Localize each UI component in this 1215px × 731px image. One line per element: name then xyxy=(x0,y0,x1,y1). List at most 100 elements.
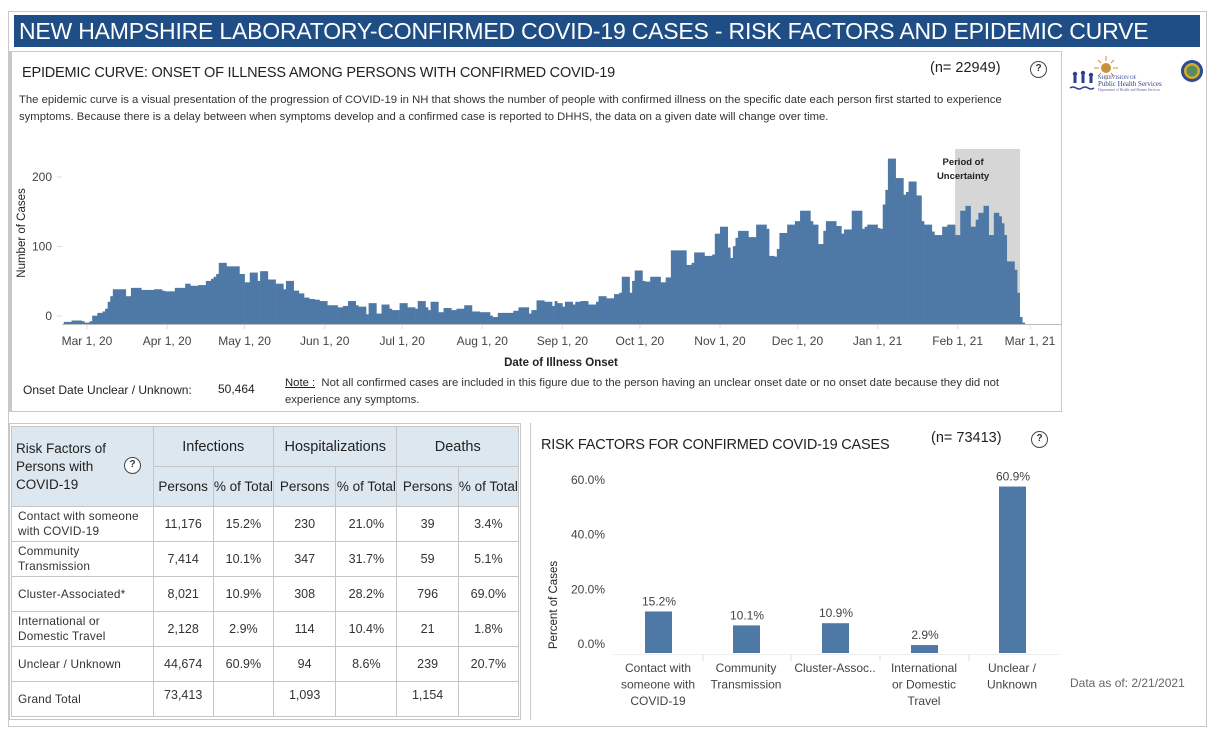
epi-bar xyxy=(554,301,558,324)
row-label: International or Domestic Travel xyxy=(11,611,154,647)
epi-bar xyxy=(110,296,114,324)
epi-bar xyxy=(632,280,636,324)
sub-header: % of Total xyxy=(457,466,520,507)
row-label: Grand Total xyxy=(11,681,154,717)
epi-bar xyxy=(89,321,93,324)
risk-bar xyxy=(999,486,1026,653)
sub-header: % of Total xyxy=(335,466,398,507)
sun-icon xyxy=(1094,56,1118,80)
epi-bar xyxy=(218,262,227,324)
risk-bar-label: 10.1% xyxy=(730,608,764,622)
table-cell: 230 xyxy=(273,506,337,542)
epi-bar xyxy=(691,262,695,324)
epi-bar xyxy=(712,254,716,324)
dashboard-title: NEW HAMPSHIRE LABORATORY-CONFIRMED COVID… xyxy=(14,15,1200,47)
epi-bar xyxy=(389,308,393,324)
epi-bar xyxy=(358,306,367,325)
epi-bar xyxy=(518,307,530,324)
epi-bar xyxy=(1017,292,1020,324)
table-cell: 1,154 xyxy=(396,681,459,717)
table-row: International or Domestic Travel 2,128 2.9… xyxy=(11,611,520,647)
epi-bar xyxy=(216,273,220,324)
nh-dhhs-logo: NH DIVISION OF Public Health Services De… xyxy=(1068,55,1206,103)
epi-bar xyxy=(732,246,736,324)
grand-total-row: Grand Total 73,413 1,093 1,154 xyxy=(11,681,520,717)
epi-bar xyxy=(244,282,251,324)
row-label: Contact with someone with COVID-19 xyxy=(11,506,154,542)
epi-bar xyxy=(580,301,589,324)
epi-bar xyxy=(598,296,607,324)
epi-bar xyxy=(125,296,132,324)
epi-bar xyxy=(471,311,480,324)
risk-bar-label: 2.9% xyxy=(911,628,939,642)
epi-bar xyxy=(347,301,356,324)
epi-bar xyxy=(931,231,935,324)
logo-line3: Department of Health and Human Services xyxy=(1098,88,1161,92)
table-cell: 239 xyxy=(396,646,459,682)
epi-bar xyxy=(823,230,827,324)
epidemic-curve-title: EPIDEMIC CURVE: ONSET OF ILLNESS AMONG P… xyxy=(22,65,615,81)
epi-bar xyxy=(621,276,630,324)
epi-bar xyxy=(908,181,917,324)
table-cell: 69.0% xyxy=(457,576,520,612)
table-cell: 94 xyxy=(273,646,337,682)
epi-bar xyxy=(198,285,207,324)
table-cell: 308 xyxy=(273,576,337,612)
epi-y-tick-label: 100 xyxy=(32,240,52,254)
epi-bar xyxy=(810,221,814,324)
epi-bar xyxy=(800,210,811,324)
epi-bar xyxy=(779,232,788,324)
table-cell: 1.8% xyxy=(457,611,520,647)
epi-x-axis-title: Date of Illness Onset xyxy=(504,357,618,369)
epi-bar xyxy=(867,224,878,324)
risk-bar xyxy=(822,623,849,653)
epi-bar xyxy=(105,308,108,324)
epi-bar xyxy=(304,297,310,324)
sub-header: Persons xyxy=(273,466,337,507)
risk-x-tick-label: International or Domestic Travel xyxy=(891,661,957,708)
risk-x-tick-label: Unclear / Unknown xyxy=(987,661,1037,692)
epi-bar xyxy=(1006,261,1015,324)
risk-help-icon[interactable]: ? xyxy=(1031,431,1048,448)
table-cell: 21 xyxy=(396,611,459,647)
epi-bar xyxy=(430,301,439,324)
epi-help-icon[interactable]: ? xyxy=(1030,61,1047,78)
epi-bar xyxy=(314,299,320,324)
risk-x-tick-label: Cluster-Assoc.. xyxy=(794,661,875,675)
epi-bar xyxy=(975,219,979,324)
epi-bar xyxy=(190,285,199,324)
epi-bar xyxy=(536,300,545,324)
epi-bar xyxy=(924,224,933,324)
epi-bar xyxy=(665,277,672,324)
epi-bar xyxy=(645,281,651,324)
epi-bar xyxy=(903,194,907,324)
epi-y-axis-title: Number of Cases xyxy=(16,188,28,278)
epi-bar xyxy=(407,307,416,324)
epi-x-tick-label: Dec 1, 20 xyxy=(772,334,824,348)
table-cell: 10.1% xyxy=(212,541,275,577)
table-cell xyxy=(335,681,398,717)
epi-bar xyxy=(993,212,1000,324)
uncertainty-annotation-line2: Uncertainty xyxy=(937,171,990,182)
table-cell: 10.4% xyxy=(335,611,398,647)
epi-case-count: (n= 22949) xyxy=(930,60,1001,76)
table-help-icon[interactable]: ? xyxy=(124,457,141,474)
note-label: Note : xyxy=(285,377,316,389)
epi-bar xyxy=(686,264,692,324)
epidemic-curve-chart: 0 100 200 Mar 1, 20 Apr 1, 20 May 1, 20 Jun 1… xyxy=(16,149,1062,369)
epi-bar xyxy=(719,226,729,324)
epi-bar xyxy=(81,321,85,324)
table-cell: 21.0% xyxy=(335,506,398,542)
risk-factor-table: Risk Factors of Persons with COVID-19 ? … xyxy=(11,426,520,717)
table-cell: 15.2% xyxy=(212,506,275,542)
table-cell: 114 xyxy=(273,611,337,647)
epi-bar xyxy=(629,292,633,324)
risk-y-tick-label: 60.0% xyxy=(571,473,605,487)
epi-bar xyxy=(154,289,163,324)
epidemic-curve-description: The epidemic curve is a visual presentat… xyxy=(19,94,1002,123)
table-cell: 11,176 xyxy=(152,506,214,542)
epi-bar xyxy=(174,287,186,324)
epi-bar xyxy=(337,307,344,324)
epi-x-tick-label: Apr 1, 20 xyxy=(143,334,192,348)
epi-bar xyxy=(983,205,989,324)
